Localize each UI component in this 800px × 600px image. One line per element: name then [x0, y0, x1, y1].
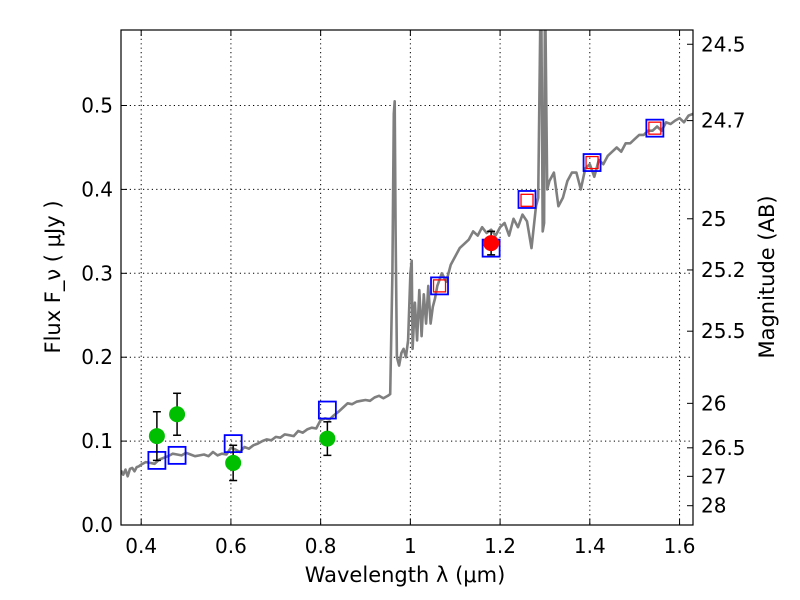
y-tick-label: 0.1	[81, 429, 113, 453]
right-tick-label: 24.5	[701, 32, 746, 56]
y-axis-label: Flux F_ν ( μJy )	[41, 200, 66, 353]
observed-photometry-point	[585, 155, 599, 170]
y-tick-label: 0.3	[81, 261, 113, 285]
model-photometry-point	[582, 153, 602, 172]
model-photometry-point	[517, 190, 537, 209]
optical-detection-point	[169, 406, 186, 423]
y-axis-right-label: Magnitude (AB)	[755, 195, 779, 358]
x-tick-label: 0.8	[305, 534, 337, 558]
marker-layer	[147, 118, 665, 482]
observed-photometry-point	[520, 193, 534, 207]
grid	[121, 30, 693, 526]
series-layer	[121, 30, 693, 478]
observed-photometry-point	[432, 279, 447, 293]
right-tick-label: 25.5	[701, 319, 746, 343]
model-photometry-point	[645, 118, 665, 138]
optical-detection-point	[225, 454, 242, 471]
x-tick-label: 1.2	[484, 534, 516, 558]
spectrum-line	[121, 30, 693, 478]
right-tick-label: 25.2	[701, 258, 746, 282]
x-tick-label: 0.6	[215, 534, 247, 558]
optical-detection-point	[148, 428, 165, 445]
model-photometry-point	[167, 445, 187, 465]
optical-detection-point	[319, 430, 336, 447]
x-tick-label: 1.6	[664, 534, 696, 558]
observed-photometry-point	[648, 121, 662, 135]
model-photometry-point	[430, 276, 449, 296]
plot-frame	[120, 29, 694, 526]
y-tick-label: 0.2	[81, 345, 113, 369]
nir-detection-point	[483, 235, 500, 252]
model-photometry-point	[317, 400, 337, 420]
x-tick-label: 0.4	[125, 534, 157, 558]
tick-layer: 0.4 0.6 0.8 1 1.2 1.4 1.6 0.0 0.1 0.2 0.3 0.4 0.5 24.…	[81, 30, 746, 558]
right-tick-label: 26	[701, 391, 726, 415]
right-tick-label: 24.7	[701, 109, 746, 133]
y-tick-label: 0.5	[81, 94, 113, 118]
y-tick-label: 0.0	[81, 513, 113, 537]
right-tick-label: 26.5	[701, 436, 746, 460]
right-tick-label: 25	[701, 207, 726, 231]
x-tick-label: 1	[404, 534, 417, 558]
right-tick-label: 28	[701, 494, 726, 518]
y-tick-label: 0.4	[81, 177, 113, 201]
right-tick-label: 27	[701, 464, 726, 488]
x-axis-label: Wavelength λ (μm)	[305, 563, 506, 587]
x-tick-label: 1.4	[574, 534, 606, 558]
